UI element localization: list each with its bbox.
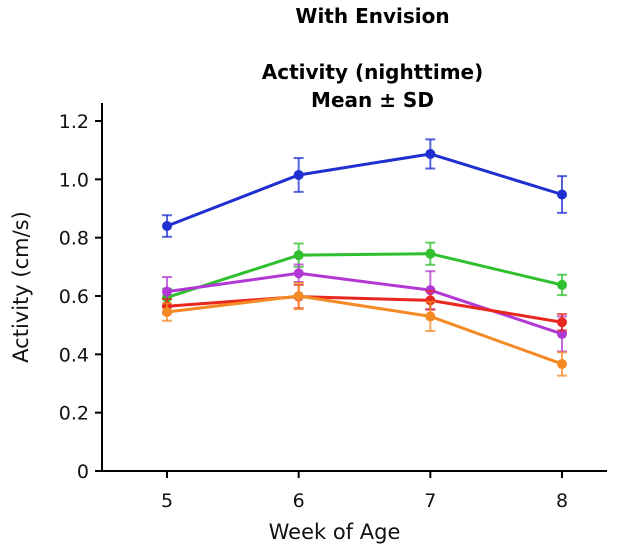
y-tick-label: 0 — [77, 461, 89, 483]
data-point — [425, 148, 436, 159]
data-point — [293, 169, 304, 180]
series-line — [166, 295, 563, 324]
x-axis-label: Week of Age — [269, 520, 401, 544]
figure-header: With Envision — [295, 4, 450, 28]
data-point — [557, 358, 567, 369]
data-point — [162, 286, 172, 297]
chart-subtitle: Mean ± SD — [311, 88, 434, 112]
y-tick-label: 1.0 — [59, 169, 89, 191]
series-line — [166, 294, 563, 366]
data-point — [162, 307, 172, 318]
data-point — [557, 189, 567, 200]
y-tick-label: 1.2 — [59, 111, 89, 133]
y-tick-label: 0.6 — [59, 286, 89, 308]
x-tick-label: 7 — [424, 490, 436, 512]
data-point — [557, 317, 567, 328]
y-tick-label: 0.2 — [59, 403, 89, 425]
data-point — [162, 221, 172, 231]
chart-title: Activity (nighttime) — [261, 60, 484, 84]
x-tick-label: 5 — [161, 490, 173, 512]
data-point — [425, 311, 436, 322]
x-tick-label: 8 — [556, 490, 568, 512]
data-point — [293, 268, 304, 279]
series-line — [166, 152, 563, 228]
data-point — [293, 250, 304, 261]
data-point — [425, 295, 436, 306]
y-axis-label: Activity (cm/s) — [9, 211, 33, 363]
y-tick-label: 0.8 — [59, 228, 89, 250]
series-line — [166, 252, 563, 299]
data-point — [425, 248, 436, 259]
data-point — [293, 291, 304, 301]
y-tick-label: 0.4 — [59, 344, 89, 366]
data-point — [557, 279, 567, 290]
x-tick-label: 6 — [293, 490, 305, 512]
